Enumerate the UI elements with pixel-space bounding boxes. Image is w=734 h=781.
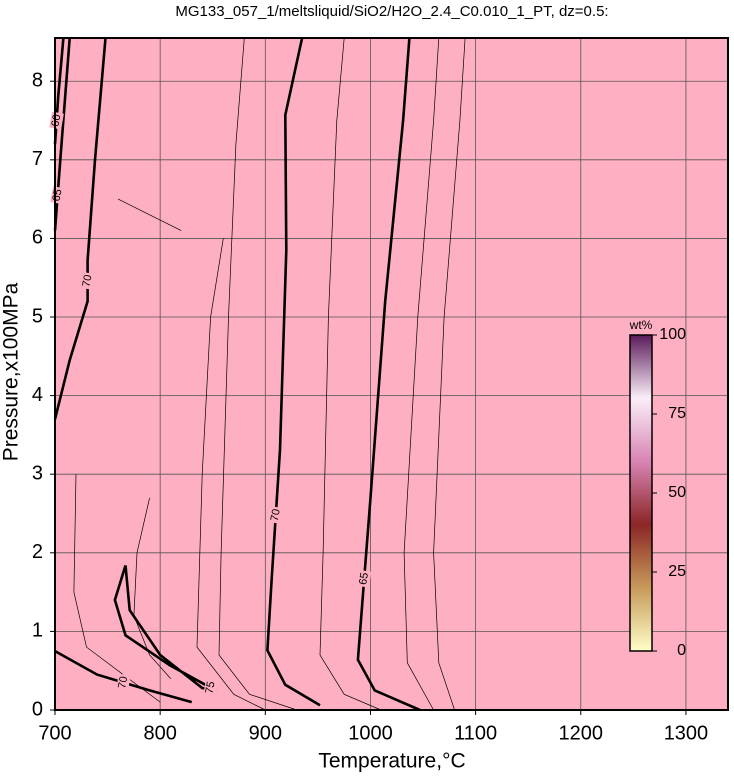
contour-label-bg xyxy=(356,569,372,588)
plot-frame xyxy=(54,37,729,711)
contour-label-bg xyxy=(268,506,284,525)
chart-title: MG133_057_1/meltsliquid/SiO2/H2O_2.4_C0.… xyxy=(175,3,608,20)
contour-label-bg xyxy=(203,678,218,697)
colorbar xyxy=(629,334,653,652)
colorbar-label: wt% xyxy=(629,318,653,332)
plot-background xyxy=(55,38,728,710)
thin-contour xyxy=(403,37,440,711)
contour-label: 60 xyxy=(50,113,64,127)
colorbar-tick-label: 100 xyxy=(659,326,686,343)
y-tick-label: 0 xyxy=(32,698,43,720)
x-tick-label: 700 xyxy=(38,722,71,744)
contour-label: 70 xyxy=(269,508,283,522)
thin-contour xyxy=(433,37,466,711)
contour-label: 65 xyxy=(357,572,371,586)
contour-label-group: 70 xyxy=(116,673,131,692)
y-tick-label: 3 xyxy=(32,462,43,484)
x-tick-label: 900 xyxy=(249,722,282,744)
y-tick-label: 7 xyxy=(32,148,43,170)
contour-label-group: 60 xyxy=(49,111,64,130)
x-tick-label: 1200 xyxy=(559,722,604,744)
contour-label-bg xyxy=(80,271,95,290)
x-tick-label: 1100 xyxy=(454,722,497,744)
thin-contour xyxy=(218,37,298,711)
y-tick-label: 2 xyxy=(32,541,43,563)
y-tick-label: 1 xyxy=(32,620,43,642)
y-tick-label: 6 xyxy=(32,227,43,249)
contour-label-group: 75 xyxy=(203,678,218,697)
contour-line xyxy=(356,37,421,712)
x-tick-label: 800 xyxy=(143,722,176,744)
x-tick-label: 1000 xyxy=(348,722,393,744)
y-tick-label: 8 xyxy=(32,70,43,92)
contour-label: 65 xyxy=(51,188,65,202)
contour-label-group: 70 xyxy=(80,271,95,290)
y-tick-label: 5 xyxy=(32,305,43,327)
contour-label-group: 70 xyxy=(268,506,284,525)
contour-label-group: 65 xyxy=(356,569,372,588)
colorbar-tick-label: 25 xyxy=(668,563,686,580)
colorbar-tick-label: 50 xyxy=(668,484,686,501)
x-axis-label: Temperature,°C xyxy=(318,750,465,773)
thin-contour xyxy=(319,37,382,711)
thin-contour xyxy=(196,238,266,711)
contour-label-bg xyxy=(50,186,65,205)
colorbar-tick-label: 0 xyxy=(677,642,686,659)
contour-label: 70 xyxy=(81,274,95,288)
contour-label: 70 xyxy=(116,675,130,689)
contour-label-bg xyxy=(116,673,131,692)
contour-label-bg xyxy=(49,111,64,130)
contour-line xyxy=(53,37,71,231)
y-tick-label: 4 xyxy=(32,384,43,406)
contour-label: 75 xyxy=(204,681,218,695)
x-tick-label: 1300 xyxy=(664,722,709,744)
colorbar-tick-label: 75 xyxy=(668,405,686,422)
y-axis-label: Pressure,x100MPa xyxy=(0,282,23,461)
thin-contour xyxy=(117,198,182,231)
